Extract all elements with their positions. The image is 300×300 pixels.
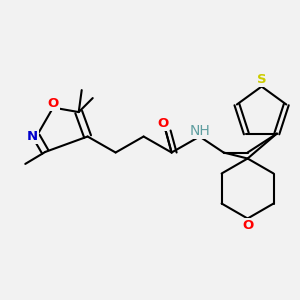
Text: N: N [27,130,38,143]
Text: O: O [157,117,168,130]
Text: O: O [242,219,253,232]
Text: NH: NH [189,124,210,137]
Text: O: O [47,97,59,110]
Text: S: S [257,73,266,86]
